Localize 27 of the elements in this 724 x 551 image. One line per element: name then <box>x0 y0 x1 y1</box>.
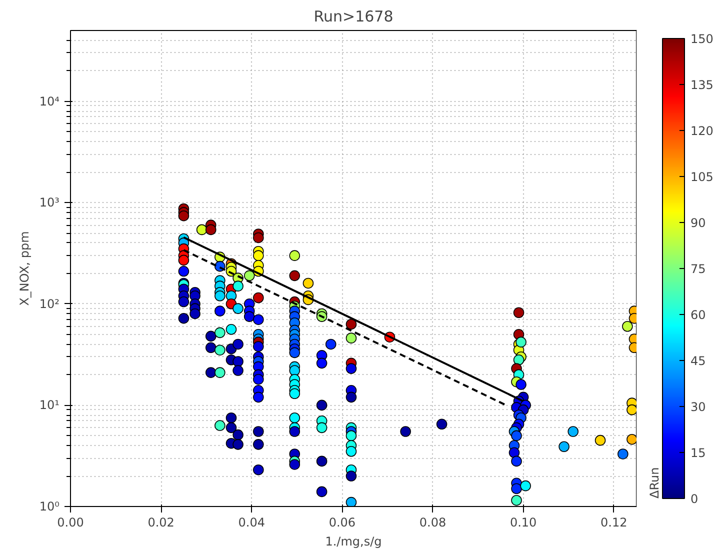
color-bar-label: 120 <box>690 124 714 138</box>
y-tick-label: 10⁰ <box>39 500 60 514</box>
y-axis-title: X_NOX, ppm <box>17 231 32 306</box>
x-tick-label: 0.08 <box>419 516 446 530</box>
x-tick-label: 0.02 <box>148 516 174 530</box>
color-bar-label: 75 <box>690 262 706 276</box>
color-bar-label: 105 <box>690 170 714 184</box>
x-tick-label: 0.10 <box>510 516 537 530</box>
color-bar-label: 60 <box>690 308 706 322</box>
color-bar-label: 15 <box>690 446 706 460</box>
y-tick-label: 10⁴ <box>39 94 60 108</box>
color-bar-label: 135 <box>690 78 714 92</box>
chart-title: Run>1678 <box>314 8 394 26</box>
color-bar-label: 45 <box>690 354 706 368</box>
color-bar-title: ΔRun <box>648 467 662 498</box>
color-bar-label: 90 <box>690 216 706 230</box>
x-tick-label: 0.04 <box>238 516 265 530</box>
x-tick-label: 0.00 <box>57 516 84 530</box>
y-tick-label: 10³ <box>39 196 60 210</box>
x-tick-label: 0.12 <box>600 516 628 530</box>
color-bar-label: 150 <box>690 32 714 46</box>
y-tick-label: 10² <box>39 296 60 311</box>
color-bar-label: 30 <box>690 400 706 414</box>
x-tick-label: 0.06 <box>328 516 356 530</box>
x-axis-title: 1./mg,s/g <box>325 534 382 548</box>
y-tick-label: 10¹ <box>39 398 60 412</box>
color-bar-label: 0 <box>690 492 698 506</box>
